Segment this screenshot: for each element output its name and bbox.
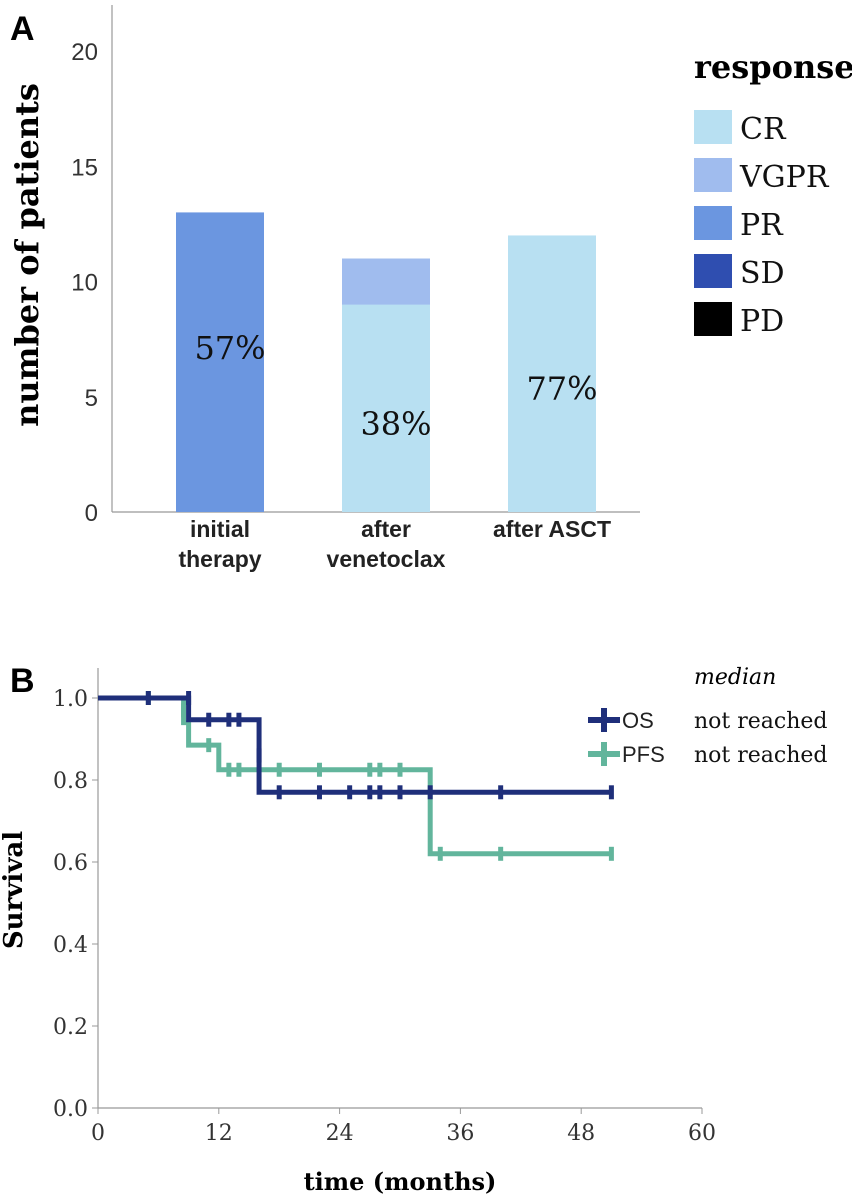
x-tick-label: 24 [326,1121,354,1146]
x-tick-label: 48 [567,1121,595,1146]
x-tick-label: 60 [688,1121,716,1146]
bar-segment-pr [176,212,264,512]
legend-label: PD [740,304,784,339]
y-tick-label: 10 [71,270,98,297]
legend-label: SD [740,256,785,291]
x-tick-label: after [361,516,411,542]
survival-line-pfs [98,695,612,857]
median-value: not reached [694,709,828,734]
legend-swatch-pr [694,206,732,240]
legend-label: OS [622,708,654,733]
data-label: 57% [194,329,265,367]
y-tick-label: 0.2 [53,1015,88,1040]
y-tick-label: 20 [71,39,98,66]
bar-segment-cr [508,235,596,513]
legend-label: VGPR [739,160,830,195]
data-label: 77% [526,370,597,408]
legend-title: response [694,48,852,86]
x-tick-labels: initial therapy after venetoclax after ASCT [178,516,611,572]
x-tick-label: 0 [91,1121,105,1146]
y-axis-label: Survival [0,831,29,949]
x-tick-label: venetoclax [327,546,446,572]
legend: median OS not reached PFS not reached [588,665,828,768]
x-tick-label: initial [190,516,250,542]
y-tick-label: 0.6 [53,851,88,876]
y-tick-label: 0.0 [53,1097,88,1122]
survival-curves [98,691,614,861]
legend: response CR VGPR PR SD PD [694,48,852,339]
axis-ticks: 0.0 0.2 0.4 0.6 0.8 1.0 0 12 24 36 48 60 [53,687,716,1146]
legend-swatch-pd [694,302,732,336]
legend-label: CR [740,112,787,147]
data-label: 38% [360,405,431,443]
stacked-bar-chart: number of patients 0 5 10 15 20 10%33%57%62%… [8,5,852,572]
legend-swatch-vgpr [694,158,732,192]
y-axis-label: number of patients [8,83,46,427]
legend-label: PFS [622,742,665,767]
y-tick-label: 0.4 [53,933,88,958]
x-tick-label: 36 [446,1121,474,1146]
survival-chart: Survival time (months) 0.0 0.2 0.4 0.6 0.8 1.… [0,665,828,1196]
survival-line-os [98,695,612,795]
y-tick-label: 15 [71,154,98,181]
y-ticks: 0 5 10 15 20 [71,39,98,527]
median-header: median [694,665,776,690]
bar-segment-cr [342,304,430,512]
x-axis-label: time (months) [304,1167,497,1196]
x-tick-label: after ASCT [493,516,611,542]
x-tick-label: therapy [178,546,261,572]
legend-swatch-cr [694,110,732,144]
legend-label: PR [740,208,784,243]
panel-label-a: A [10,10,35,48]
panel-label-b: B [10,662,35,700]
y-tick-label: 1.0 [53,687,88,712]
y-tick-label: 0 [85,500,98,527]
x-tick-label: 12 [205,1121,233,1146]
y-tick-label: 5 [85,385,98,412]
median-value: not reached [694,743,828,768]
y-tick-label: 0.8 [53,769,88,794]
bars: 10%33%57%62%38%23%77% [176,212,598,513]
legend-swatch-sd [694,254,732,288]
